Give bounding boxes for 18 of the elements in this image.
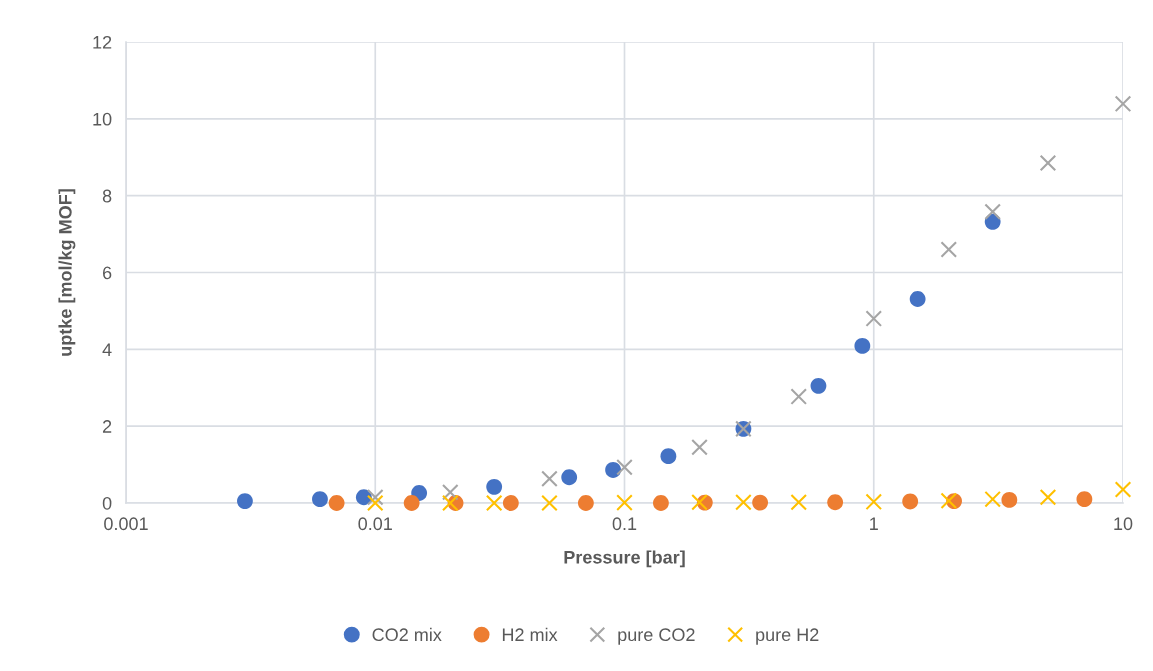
y-tick-label: 0 [102,496,112,510]
legend-label: H2 mix [502,627,558,641]
legend-label: CO2 mix [372,627,442,642]
legend-label: pure CO2 [618,628,695,645]
x-tick-label: 0.001 [104,517,148,531]
x-tick-label: 0.01 [358,517,392,531]
x-tick-label: 1 [870,517,878,530]
x-axis-title: Pressure [bar] [564,550,685,568]
x-tick-label: 0.1 [612,517,637,531]
y-tick-label: 10 [93,112,112,126]
legend-label: pure H2 [756,628,819,645]
y-axis-title: uptke [mol/kg MOF] [58,189,76,356]
y-tick-label: 2 [102,420,112,433]
y-tick-label: 4 [102,343,112,356]
y-tick-label: 6 [102,266,112,280]
y-tick-label: 8 [102,189,112,203]
x-tick-label: 10 [1114,517,1133,531]
y-tick-label: 12 [93,35,112,49]
